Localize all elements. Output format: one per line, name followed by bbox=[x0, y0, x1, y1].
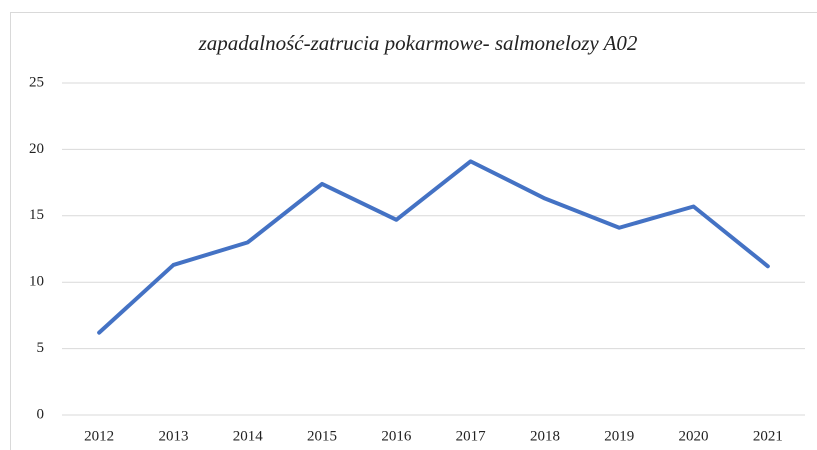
y-tick-label: 20 bbox=[29, 141, 44, 157]
y-tick-label: 15 bbox=[29, 207, 44, 223]
x-tick-label: 2015 bbox=[307, 428, 337, 444]
x-tick-label: 2020 bbox=[679, 428, 709, 444]
chart-title: zapadalność-zatrucia pokarmowe- salmonel… bbox=[198, 31, 638, 55]
chart-frame bbox=[10, 12, 817, 450]
y-tick-label: 10 bbox=[29, 274, 44, 290]
x-tick-label: 2018 bbox=[530, 428, 560, 444]
x-tick-label: 2017 bbox=[456, 428, 487, 444]
x-tick-label: 2014 bbox=[233, 428, 264, 444]
x-tick-label: 2016 bbox=[381, 428, 412, 444]
x-tick-label: 2012 bbox=[84, 428, 114, 444]
y-tick-label: 0 bbox=[37, 406, 45, 422]
x-tick-label: 2021 bbox=[753, 428, 783, 444]
x-tick-label: 2019 bbox=[604, 428, 634, 444]
y-tick-label: 25 bbox=[29, 74, 44, 90]
y-tick-label: 5 bbox=[37, 340, 45, 356]
data-line bbox=[97, 159, 770, 335]
x-tick-label: 2013 bbox=[158, 428, 188, 444]
